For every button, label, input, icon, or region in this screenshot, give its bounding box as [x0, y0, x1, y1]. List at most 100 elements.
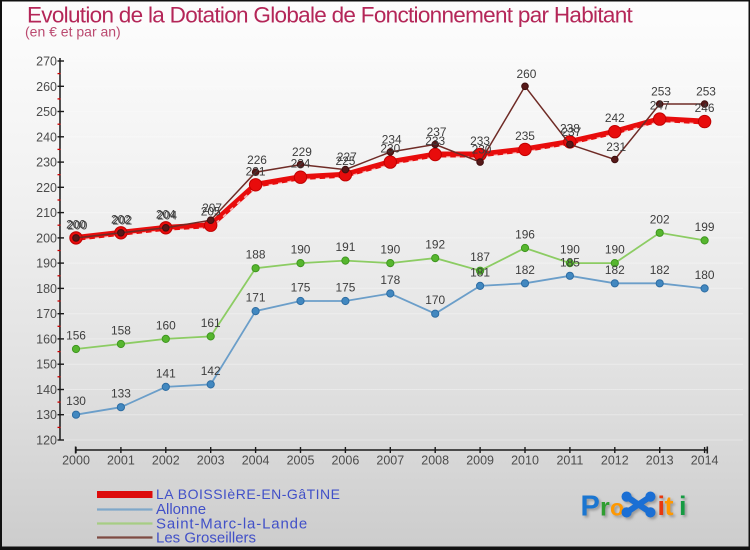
svg-text:185: 185 [560, 255, 580, 269]
svg-text:2000: 2000 [62, 454, 90, 468]
svg-text:i: i [679, 491, 687, 521]
svg-text:210: 210 [36, 206, 57, 220]
svg-text:2008: 2008 [421, 454, 449, 468]
svg-text:207: 207 [202, 201, 222, 215]
svg-text:235: 235 [515, 129, 535, 143]
svg-text:196: 196 [515, 228, 535, 242]
svg-text:2006: 2006 [331, 454, 359, 468]
svg-text:158: 158 [111, 324, 131, 338]
svg-text:160: 160 [156, 318, 176, 332]
svg-text:2009: 2009 [466, 454, 494, 468]
svg-text:250: 250 [36, 105, 57, 119]
svg-text:141: 141 [156, 366, 176, 380]
svg-text:P: P [581, 491, 600, 523]
svg-text:2014: 2014 [691, 454, 719, 468]
svg-text:2007: 2007 [376, 454, 404, 468]
svg-text:237: 237 [427, 125, 447, 139]
svg-text:226: 226 [247, 153, 267, 167]
svg-text:253: 253 [651, 85, 671, 99]
svg-text:Evolution de la Dotation Globa: Evolution de la Dotation Globale de Fonc… [27, 3, 634, 28]
svg-text:202: 202 [650, 212, 670, 226]
svg-text:242: 242 [605, 111, 625, 125]
svg-text:237: 237 [561, 125, 581, 139]
svg-text:LA BOISSIèRE-EN-GâTINE: LA BOISSIèRE-EN-GâTINE [156, 486, 341, 502]
svg-text:Les Groseillers: Les Groseillers [156, 529, 256, 546]
svg-text:2012: 2012 [601, 454, 629, 468]
svg-text:182: 182 [605, 263, 625, 277]
svg-text:234: 234 [382, 133, 402, 147]
svg-text:247: 247 [650, 99, 670, 113]
svg-text:2004: 2004 [242, 454, 270, 468]
svg-text:246: 246 [695, 101, 715, 115]
svg-text:180: 180 [36, 282, 57, 296]
svg-text:2002: 2002 [152, 454, 180, 468]
svg-text:225: 225 [335, 154, 355, 168]
svg-text:270: 270 [36, 55, 57, 69]
svg-text:233: 233 [425, 134, 445, 148]
svg-text:200: 200 [67, 219, 87, 233]
svg-text:156: 156 [66, 329, 86, 343]
svg-text:170: 170 [425, 293, 445, 307]
svg-text:2011: 2011 [556, 454, 583, 468]
svg-text:150: 150 [36, 358, 57, 372]
svg-text:2001: 2001 [107, 454, 135, 468]
svg-text:190: 190 [291, 243, 311, 257]
svg-text:2005: 2005 [287, 454, 315, 468]
svg-text:240: 240 [36, 130, 57, 144]
svg-text:187: 187 [470, 250, 490, 264]
svg-text:202: 202 [111, 212, 131, 226]
svg-text:180: 180 [695, 268, 715, 282]
svg-text:238: 238 [560, 121, 580, 135]
svg-text:231: 231 [606, 140, 626, 154]
svg-text:2010: 2010 [511, 454, 539, 468]
svg-text:204: 204 [156, 207, 176, 221]
svg-text:230: 230 [36, 156, 57, 170]
svg-text:178: 178 [380, 273, 400, 287]
svg-text:140: 140 [36, 383, 57, 397]
svg-text:260: 260 [516, 67, 536, 81]
svg-text:229: 229 [292, 145, 312, 159]
svg-text:221: 221 [246, 164, 266, 178]
svg-text:160: 160 [36, 332, 57, 346]
svg-text:227: 227 [337, 150, 357, 164]
svg-text:Allonne: Allonne [156, 501, 206, 518]
svg-text:191: 191 [335, 240, 355, 254]
svg-text:190: 190 [380, 243, 400, 257]
svg-text:Saint-Marc-la-Lande: Saint-Marc-la-Lande [156, 515, 308, 532]
svg-text:175: 175 [335, 281, 355, 295]
svg-text:142: 142 [201, 364, 221, 378]
svg-text:161: 161 [201, 316, 221, 330]
svg-text:182: 182 [650, 263, 670, 277]
svg-text:190: 190 [560, 243, 580, 257]
svg-text:192: 192 [425, 238, 445, 252]
svg-text:230: 230 [380, 142, 400, 156]
svg-text:200: 200 [66, 217, 86, 231]
svg-text:190: 190 [605, 243, 625, 257]
svg-text:o: o [610, 495, 624, 521]
svg-text:260: 260 [36, 80, 57, 94]
svg-text:t: t [665, 491, 674, 521]
svg-text:171: 171 [246, 291, 266, 305]
svg-text:202: 202 [112, 213, 132, 227]
svg-text:205: 205 [201, 205, 221, 219]
svg-text:2013: 2013 [646, 454, 674, 468]
svg-text:204: 204 [157, 208, 177, 222]
svg-text:120: 120 [36, 434, 57, 448]
svg-text:170: 170 [36, 307, 57, 321]
svg-text:2003: 2003 [197, 454, 225, 468]
svg-text:253: 253 [696, 85, 716, 99]
svg-text:130: 130 [36, 408, 57, 422]
svg-text:199: 199 [695, 220, 715, 234]
svg-text:(en € et par an): (en € et par an) [25, 24, 121, 40]
svg-text:i: i [658, 491, 666, 521]
svg-text:190: 190 [36, 257, 57, 271]
svg-text:182: 182 [515, 263, 535, 277]
svg-text:224: 224 [291, 157, 311, 171]
svg-text:230: 230 [472, 143, 492, 157]
svg-text:200: 200 [36, 231, 57, 245]
svg-text:130: 130 [66, 394, 86, 408]
svg-text:188: 188 [246, 248, 266, 262]
svg-text:133: 133 [111, 387, 131, 401]
svg-text:220: 220 [36, 181, 57, 195]
svg-text:175: 175 [291, 281, 311, 295]
